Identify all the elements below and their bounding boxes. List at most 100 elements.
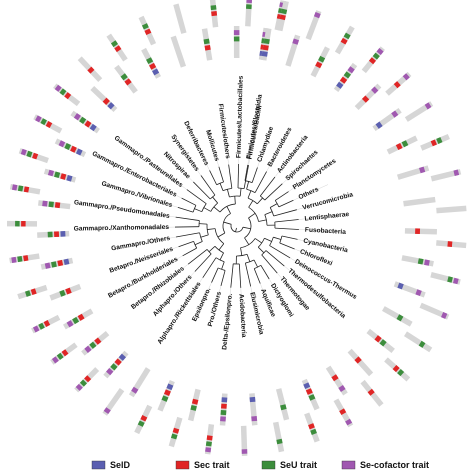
tree-spoke <box>274 146 299 178</box>
tree-branch <box>178 240 194 248</box>
trait-bar <box>170 35 187 68</box>
tree-branch <box>226 206 231 214</box>
tree-branch <box>226 189 230 198</box>
tree-spoke <box>166 154 194 183</box>
tree-branch <box>194 241 203 246</box>
trait-marker-cof <box>32 325 40 333</box>
trait-marker-sec <box>60 173 67 180</box>
tree-spoke <box>247 127 255 165</box>
tree-branch <box>248 200 254 208</box>
trait-marker-seu <box>24 290 31 297</box>
trait-marker-sec <box>114 358 122 366</box>
trait-marker-seld <box>375 121 383 129</box>
tree-branch <box>243 165 249 189</box>
tree-branch <box>265 250 285 267</box>
tree-arc <box>217 267 226 271</box>
trait-marker-sec <box>204 44 211 51</box>
trait-bar <box>436 205 467 214</box>
trait-marker-sec <box>32 152 39 160</box>
trait-marker-seu <box>51 261 57 268</box>
trait-marker-seld <box>397 282 404 290</box>
trait-marker-sec <box>30 288 37 295</box>
trait-marker-cof <box>20 148 27 156</box>
tree-branch <box>261 254 278 274</box>
tree-spoke <box>290 257 323 278</box>
tree-spoke <box>288 170 321 192</box>
tree-spoke <box>141 195 178 208</box>
tree-spoke <box>158 263 189 288</box>
tree-branch <box>279 242 295 250</box>
trait-bar <box>275 388 290 421</box>
trait-marker-seu <box>64 143 72 151</box>
trait-marker-seu <box>203 38 210 45</box>
trait-marker-sec <box>315 61 323 69</box>
tree-branch <box>217 232 226 238</box>
tree-spoke <box>181 277 203 310</box>
trait-marker-seu <box>418 340 426 348</box>
trait-marker-seu <box>110 40 119 48</box>
tree-branch <box>220 270 226 286</box>
trait-marker-sec <box>308 423 315 430</box>
tree-spoke <box>296 199 334 210</box>
trait-bar <box>187 388 201 422</box>
trait-marker-sec <box>339 76 348 84</box>
trait-marker-seu <box>278 8 285 14</box>
tree-spoke <box>298 215 337 220</box>
tree-branch <box>254 171 267 193</box>
trait-marker-seld <box>152 68 160 76</box>
trait-marker-seu <box>120 73 128 81</box>
trait-marker-seu <box>318 55 326 63</box>
trait-marker-sec <box>393 81 401 89</box>
tree-spoke <box>259 283 275 319</box>
trait-marker-sec <box>262 44 269 51</box>
tree-branch <box>264 183 283 201</box>
trait-marker-sec <box>64 92 72 100</box>
tree-branch <box>248 213 256 219</box>
tree-branch <box>235 227 237 232</box>
trait-marker-cof <box>424 259 430 266</box>
trait-marker-sec <box>206 435 213 441</box>
trait-marker-cof <box>376 48 384 55</box>
trait-marker-seu <box>205 441 212 447</box>
trait-marker-sec <box>57 259 64 267</box>
trait-marker-seu <box>59 289 66 297</box>
trait-marker-seu <box>343 71 351 79</box>
tree-arc <box>209 194 216 200</box>
tree-branch <box>237 164 240 189</box>
trait-marker-cof <box>415 289 422 297</box>
tree-arc <box>229 195 241 198</box>
trait-marker-cof <box>54 84 62 92</box>
tree-branch <box>207 228 216 230</box>
trait-marker-cof <box>313 12 321 19</box>
tree-spoke <box>293 184 329 201</box>
trait-bar <box>382 306 413 327</box>
tree-branch <box>244 164 249 181</box>
trait-marker-sec <box>84 120 92 128</box>
tree-spoke <box>137 226 176 228</box>
trait-marker-sec <box>94 337 102 345</box>
trait-marker-seu <box>17 255 23 263</box>
tree-branch <box>264 211 273 216</box>
trait-marker-sec <box>430 139 437 147</box>
tree-branch <box>186 189 207 204</box>
tree-branch <box>200 175 216 196</box>
trait-marker-cof <box>47 169 55 177</box>
trait-marker-seu <box>48 201 54 208</box>
trait-marker-seu <box>263 38 270 45</box>
tree-branch <box>208 246 216 253</box>
tree-branch <box>275 191 289 201</box>
trait-marker-seu <box>141 23 149 30</box>
tree-branch <box>264 237 272 242</box>
legend: SelD Sec trait SeU trait Se-cofactor trait <box>91 460 429 470</box>
trait-marker-cof <box>292 38 299 45</box>
trait-marker-seu <box>372 52 380 60</box>
trait-marker-cof <box>402 73 410 81</box>
trait-marker-sec <box>191 398 199 405</box>
trait-marker-seu <box>59 88 67 96</box>
tree-spoke <box>138 236 177 245</box>
trait-marker-seu <box>401 140 409 148</box>
tree-spoke <box>238 126 240 165</box>
trait-marker-seld <box>118 353 126 361</box>
tree-branch <box>200 234 209 238</box>
tree-branch <box>240 247 243 256</box>
